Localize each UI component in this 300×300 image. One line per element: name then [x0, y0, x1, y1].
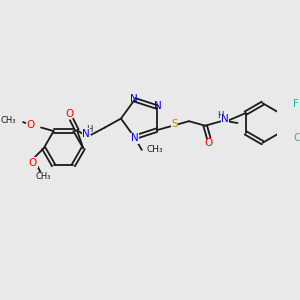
Text: O: O — [26, 120, 34, 130]
Text: CH₃: CH₃ — [36, 172, 52, 182]
Text: O: O — [66, 109, 74, 119]
Text: N: N — [131, 133, 139, 143]
Text: S: S — [171, 119, 178, 129]
Text: N: N — [221, 114, 229, 124]
Text: N: N — [82, 129, 90, 139]
Text: H: H — [86, 125, 93, 134]
Text: O: O — [29, 158, 37, 168]
Text: O: O — [205, 138, 213, 148]
Text: CH₃: CH₃ — [0, 116, 16, 125]
Text: CH₃: CH₃ — [146, 146, 163, 154]
Text: F: F — [293, 99, 299, 109]
Text: Cl: Cl — [293, 133, 300, 143]
Text: N: N — [130, 94, 138, 104]
Text: N: N — [154, 101, 161, 111]
Text: H: H — [217, 111, 224, 120]
